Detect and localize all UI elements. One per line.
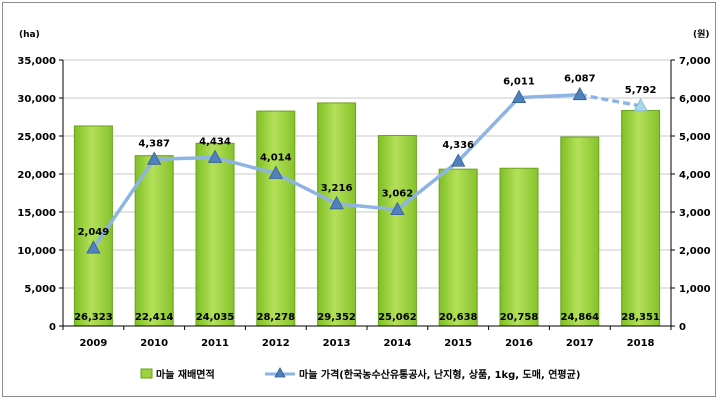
right-tick-label: 2,000 <box>679 246 711 257</box>
line-value-label: 4,387 <box>138 138 170 149</box>
x-tick-label: 2010 <box>140 338 168 349</box>
x-tick-label: 2017 <box>566 338 594 349</box>
line-series <box>86 86 648 254</box>
left-tick-label: 30,000 <box>17 94 56 105</box>
chart-frame: 0 0 5,000 1,000 10,000 2,000 15,000 3,000 20,000… <box>2 2 716 397</box>
bar <box>621 110 661 327</box>
bar-value-label: 22,414 <box>135 312 174 323</box>
bar-value-label: 20,758 <box>500 312 539 323</box>
x-tick-label: 2012 <box>262 338 290 349</box>
line-marker <box>329 195 344 210</box>
right-tick-label: 1,000 <box>679 284 711 295</box>
right-tick-label: 7,000 <box>679 56 711 67</box>
line-path-dashed <box>579 92 641 108</box>
line-value-label: 6,011 <box>503 77 535 88</box>
left-tick-label: 5,000 <box>24 284 56 295</box>
line-marker <box>390 201 405 216</box>
bar-value-label: 24,035 <box>196 312 235 323</box>
chart-svg: 0 0 5,000 1,000 10,000 2,000 15,000 3,000 20,000… <box>17 28 710 381</box>
data-labels: 26,323 22,414 24,035 28,278 29,352 25,062 20,6… <box>74 74 660 323</box>
line-value-label: 4,014 <box>260 152 292 163</box>
bar <box>256 110 296 327</box>
left-tick-label: 10,000 <box>17 246 56 257</box>
x-tick-label: 2016 <box>505 338 533 349</box>
line-value-label: 3,062 <box>382 189 414 200</box>
bar-value-label: 20,638 <box>439 312 478 323</box>
bar <box>560 136 600 327</box>
x-tick-label: 2014 <box>383 338 411 349</box>
bar <box>377 135 417 327</box>
bar-series <box>73 102 661 327</box>
line-value-label: 5,792 <box>625 85 657 96</box>
right-axis-unit: (원) <box>693 28 710 40</box>
bar-value-label: 26,323 <box>74 312 113 323</box>
bar <box>73 125 113 327</box>
line-marker <box>633 98 648 112</box>
bar-value-label: 24,864 <box>561 312 600 323</box>
left-tick-label: 0 <box>49 322 56 333</box>
left-tick-label: 35,000 <box>17 56 56 67</box>
line-marker <box>147 151 162 165</box>
right-tick-label: 4,000 <box>679 170 711 181</box>
legend-triangle-marker <box>274 367 286 378</box>
x-tick-label: 2011 <box>201 338 229 349</box>
left-tick-label: 15,000 <box>17 208 56 219</box>
line-marker <box>207 149 223 163</box>
bar <box>134 155 174 327</box>
x-tick-label: 2013 <box>323 338 351 349</box>
left-tick-label: 20,000 <box>17 170 56 181</box>
line-marker <box>86 240 101 254</box>
bar <box>195 142 235 327</box>
legend: 마늘 재배면적 마늘 가격(한국농수산유통공사, 난지형, 상품, 1kg, 도… <box>140 367 580 381</box>
axes: 0 0 5,000 1,000 10,000 2,000 15,000 3,000 20,000… <box>17 56 710 349</box>
x-tick-label: 2015 <box>444 338 472 349</box>
line-value-label: 6,087 <box>564 74 596 85</box>
line-marker <box>268 165 283 179</box>
right-tick-label: 6,000 <box>679 94 711 105</box>
bar <box>438 168 478 327</box>
bar-value-label: 25,062 <box>378 312 417 323</box>
right-tick-label: 3,000 <box>679 208 711 219</box>
bar <box>499 167 539 327</box>
legend-bar-swatch <box>140 368 153 379</box>
bar-value-label: 29,352 <box>317 312 356 323</box>
line-value-label: 4,434 <box>199 137 231 148</box>
left-tick-label: 25,000 <box>17 132 56 143</box>
line-marker <box>511 89 527 103</box>
x-tick-label: 2018 <box>627 338 655 349</box>
line-marker <box>572 86 587 101</box>
line-marker <box>451 153 466 167</box>
left-axis-unit: (ha) <box>19 30 40 40</box>
legend-bar-label: 마늘 재배면적 <box>156 368 215 381</box>
bar <box>317 102 357 327</box>
bar-value-label: 28,278 <box>257 312 296 323</box>
legend-line-label: 마늘 가격(한국농수산유통공사, 난지형, 상품, 1kg, 도매, 연평균) <box>299 368 580 381</box>
line-value-label: 2,049 <box>78 227 110 238</box>
right-tick-label: 0 <box>679 322 686 333</box>
line-value-label: 3,216 <box>321 183 353 194</box>
line-value-label: 4,336 <box>442 140 474 151</box>
right-tick-label: 5,000 <box>679 132 711 143</box>
x-tick-label: 2009 <box>79 338 107 349</box>
bar-value-label: 28,351 <box>621 312 660 323</box>
